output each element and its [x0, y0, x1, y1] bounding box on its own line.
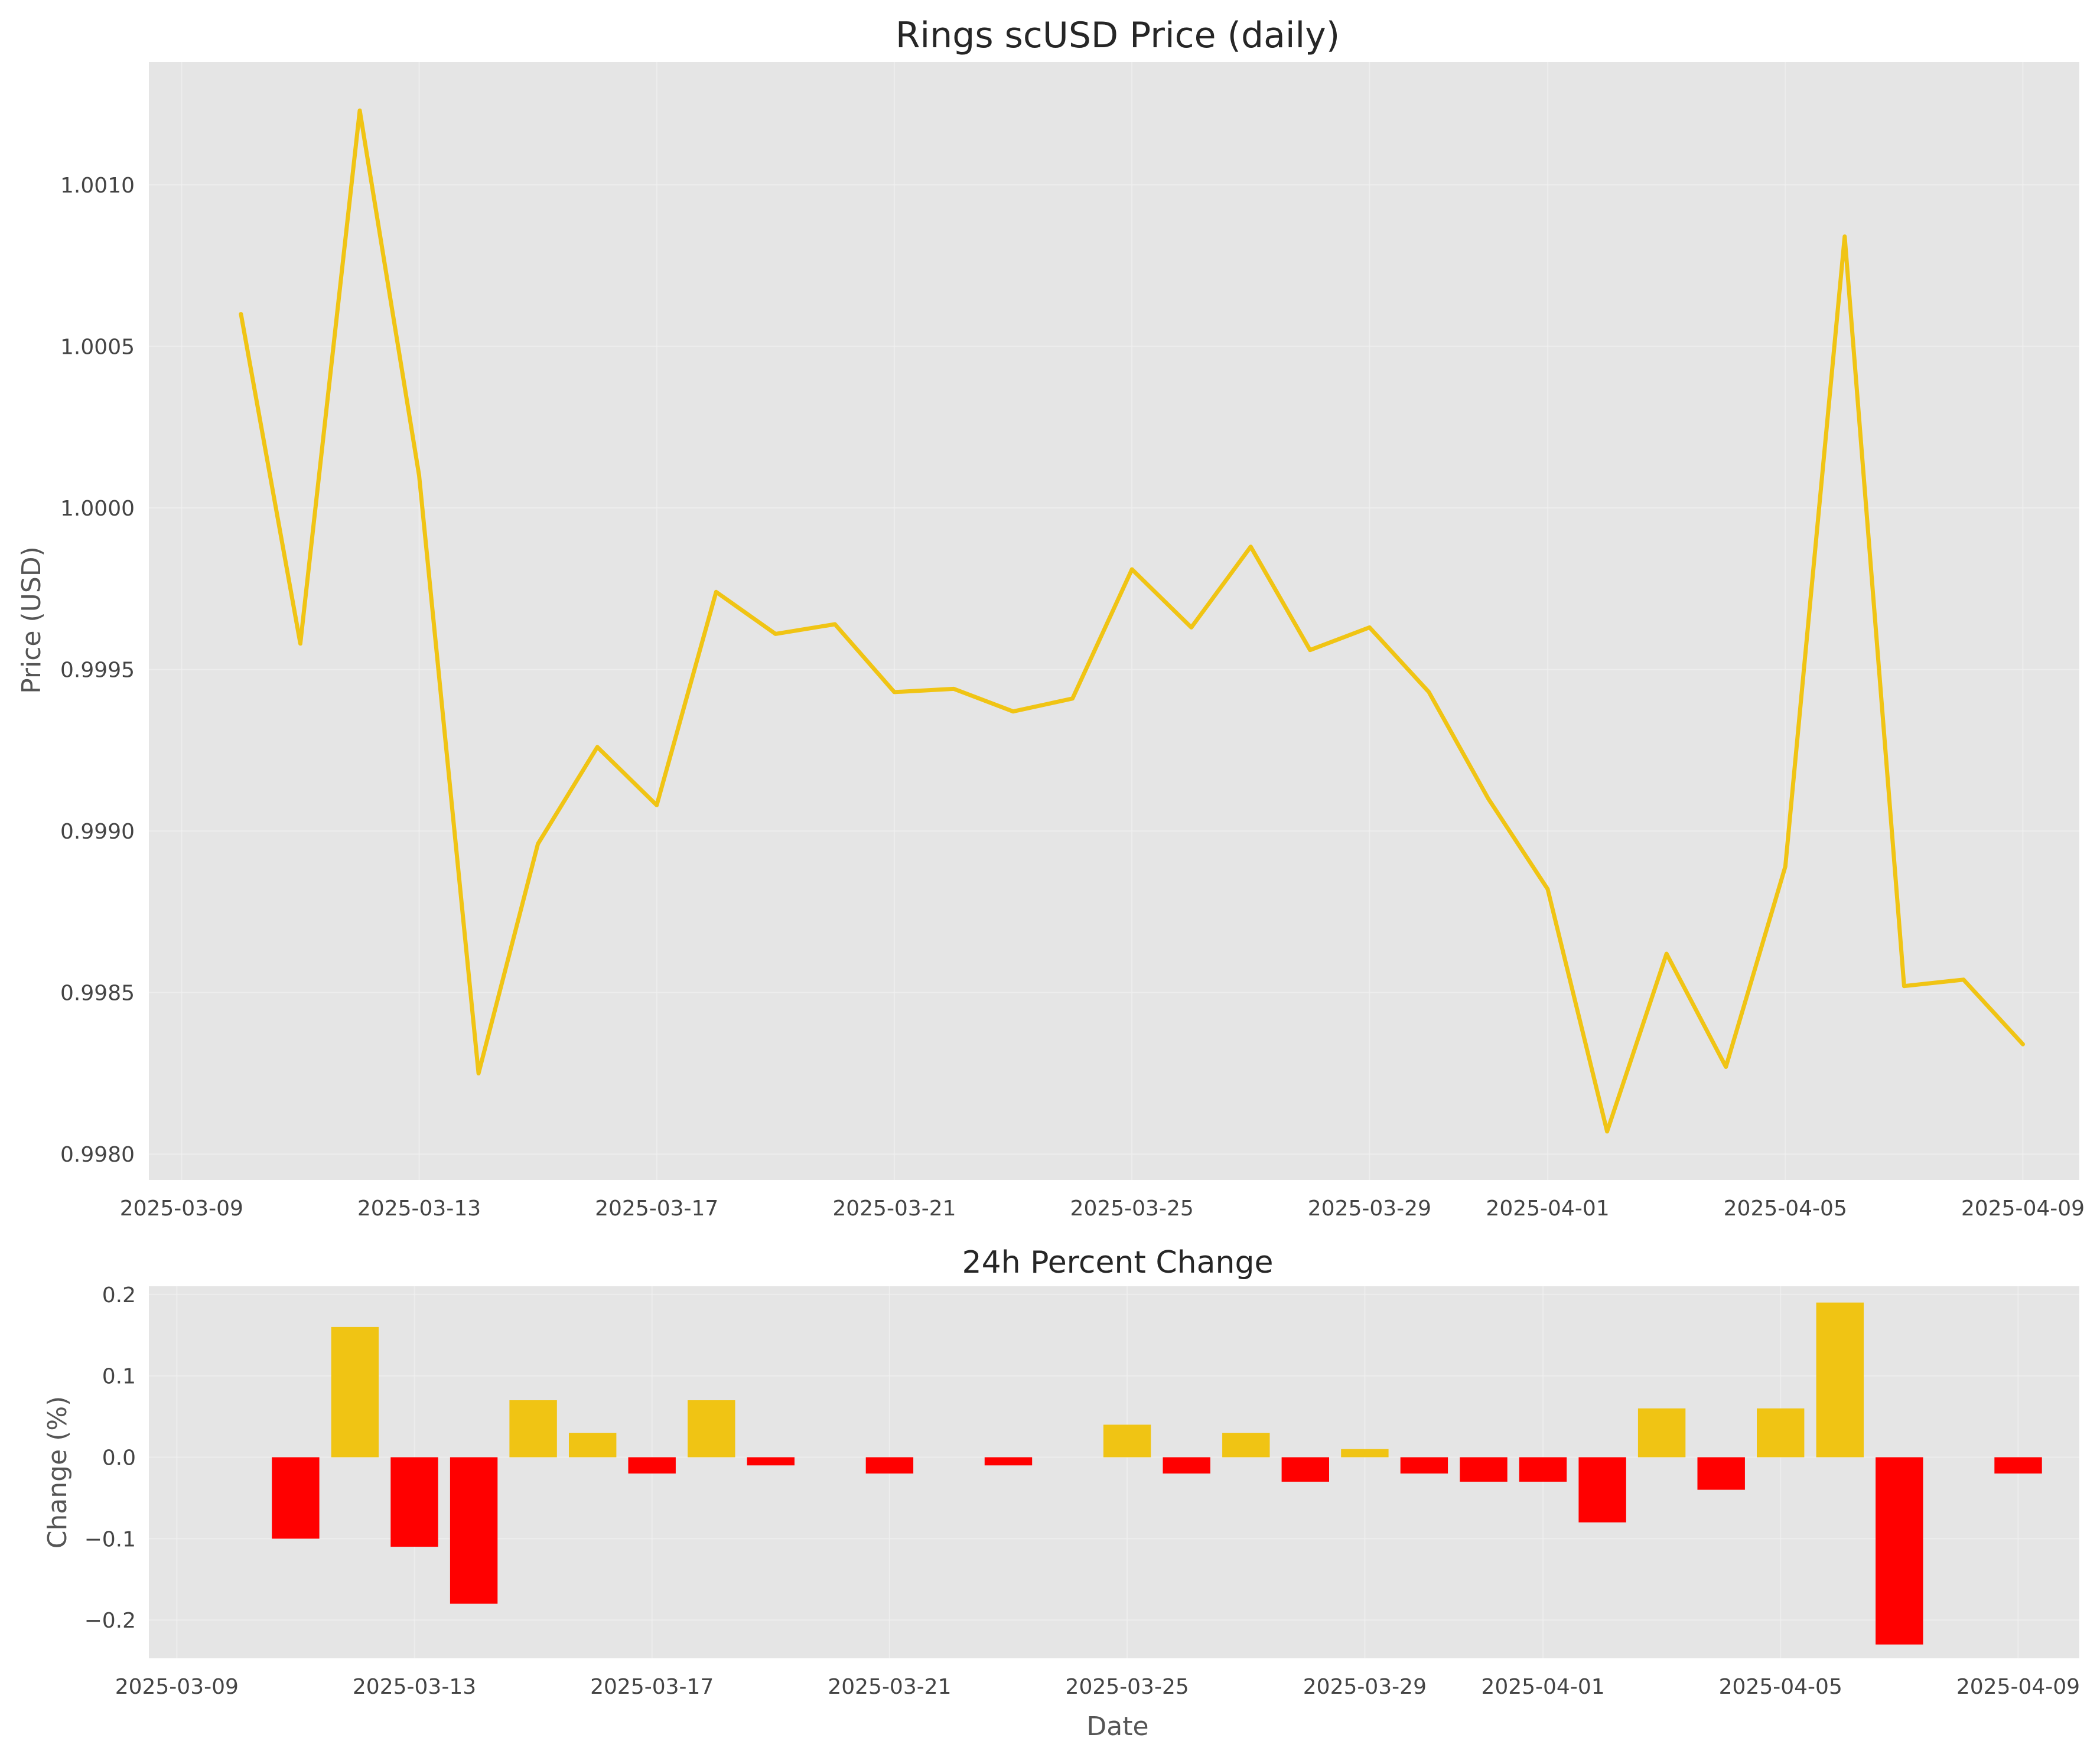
change-bar-2025-03-11: [272, 1457, 320, 1539]
change-bar-2025-03-25: [1103, 1424, 1151, 1458]
change-bar-2025-03-27: [1222, 1433, 1270, 1458]
change-x-tick-7: 2025-04-05: [1719, 1675, 1842, 1699]
change-x-tick-4: 2025-03-25: [1066, 1675, 1189, 1699]
change-bar-2025-04-03: [1637, 1408, 1686, 1458]
change-bar-2025-04-06: [1816, 1302, 1864, 1458]
price-y-tick-5: 1.0005: [60, 335, 135, 359]
change-x-tick-1: 2025-03-13: [353, 1675, 476, 1699]
change-x-tick-3: 2025-03-21: [828, 1675, 951, 1699]
change-bar-2025-03-30: [1400, 1457, 1448, 1474]
change-bar-2025-03-14: [450, 1457, 498, 1604]
price-x-ticks: 2025-03-09 2025-03-13 2025-03-17 2025-03-21…: [120, 1196, 2085, 1221]
price-x-tick-1: 2025-03-13: [357, 1196, 481, 1221]
price-x-tick-2: 2025-03-17: [595, 1196, 718, 1221]
change-bar-2025-03-16: [569, 1433, 617, 1458]
change-x-tick-6: 2025-04-01: [1481, 1675, 1604, 1699]
change-plot-area: [149, 1286, 2079, 1658]
change-bar-2025-03-17: [628, 1457, 676, 1474]
change-y-tick-2: 0.0: [102, 1446, 136, 1470]
change-y-ticks: −0.2 −0.1 0.0 0.1 0.2: [84, 1283, 136, 1633]
change-bar-2025-03-26: [1163, 1457, 1210, 1474]
change-bar-2025-04-05: [1757, 1408, 1805, 1458]
change-chart-title: 24h Percent Change: [962, 1245, 1274, 1280]
price-y-tick-1: 0.9985: [60, 982, 135, 1006]
price-x-tick-6: 2025-04-01: [1486, 1196, 1609, 1221]
change-bar-2025-03-18: [688, 1400, 735, 1458]
price-y-tick-3: 0.9995: [60, 658, 135, 683]
change-bar-2025-03-28: [1281, 1457, 1329, 1482]
price-x-tick-3: 2025-03-21: [832, 1196, 956, 1221]
price-y-tick-6: 1.0010: [60, 174, 135, 198]
change-x-tick-5: 2025-03-29: [1303, 1675, 1427, 1699]
price-x-tick-7: 2025-04-05: [1724, 1196, 1847, 1221]
change-chart: 24h Percent Change −0.2 −0.1 0.0 0.1 0.2 202…: [43, 1245, 2080, 1742]
price-x-tick-0: 2025-03-09: [120, 1196, 243, 1221]
change-bar-2025-03-12: [331, 1326, 379, 1458]
change-x-tick-0: 2025-03-09: [115, 1675, 239, 1699]
price-y-tick-4: 1.0000: [60, 497, 135, 521]
price-x-tick-4: 2025-03-25: [1070, 1196, 1194, 1221]
price-y-axis-label: Price (USD): [17, 546, 47, 694]
change-y-tick-0: −0.2: [84, 1609, 136, 1633]
change-bars: [272, 1302, 2042, 1645]
change-x-tick-2: 2025-03-17: [590, 1675, 714, 1699]
change-bar-2025-03-29: [1341, 1449, 1389, 1458]
change-x-tick-8: 2025-04-09: [1956, 1675, 2080, 1699]
price-line: [239, 108, 2025, 1134]
change-bar-2025-04-04: [1697, 1457, 1745, 1490]
change-y-tick-3: 0.1: [102, 1365, 136, 1389]
price-grid: [149, 62, 2079, 1180]
change-y-tick-1: −0.1: [84, 1527, 136, 1551]
change-bar-2025-03-31: [1460, 1457, 1508, 1482]
change-y-axis-label: Change (%): [43, 1396, 73, 1549]
change-bar-2025-03-13: [390, 1457, 438, 1547]
change-bar-2025-04-09: [1994, 1457, 2042, 1474]
change-bar-2025-03-23: [984, 1457, 1033, 1466]
price-x-tick-8: 2025-04-09: [1961, 1196, 2085, 1221]
change-y-tick-4: 0.2: [102, 1283, 136, 1308]
change-bar-2025-03-19: [747, 1457, 795, 1466]
price-y-tick-0: 0.9980: [60, 1143, 135, 1167]
price-chart: Rings scUSD Price (daily) 0.99800.99850.…: [17, 15, 2085, 1221]
change-bar-2025-04-01: [1519, 1457, 1567, 1482]
change-bar-2025-04-07: [1876, 1457, 1923, 1645]
price-y-ticks: 0.9980 0.9985 0.9990 0.9995 1.0000 1.0005 1.00…: [60, 174, 135, 1167]
change-bar-2025-03-15: [509, 1400, 557, 1458]
change-x-axis-label: Date: [1086, 1711, 1148, 1742]
price-y-tick-2: 0.9990: [60, 820, 135, 844]
change-bar-2025-04-02: [1578, 1457, 1626, 1522]
price-chart-title: Rings scUSD Price (daily): [896, 15, 1340, 56]
change-x-ticks: 2025-03-09 2025-03-13 2025-03-17 2025-03-21…: [115, 1675, 2080, 1699]
price-plot-area: [149, 62, 2079, 1180]
change-bar-2025-03-21: [865, 1457, 914, 1474]
price-x-tick-5: 2025-03-29: [1308, 1196, 1431, 1221]
